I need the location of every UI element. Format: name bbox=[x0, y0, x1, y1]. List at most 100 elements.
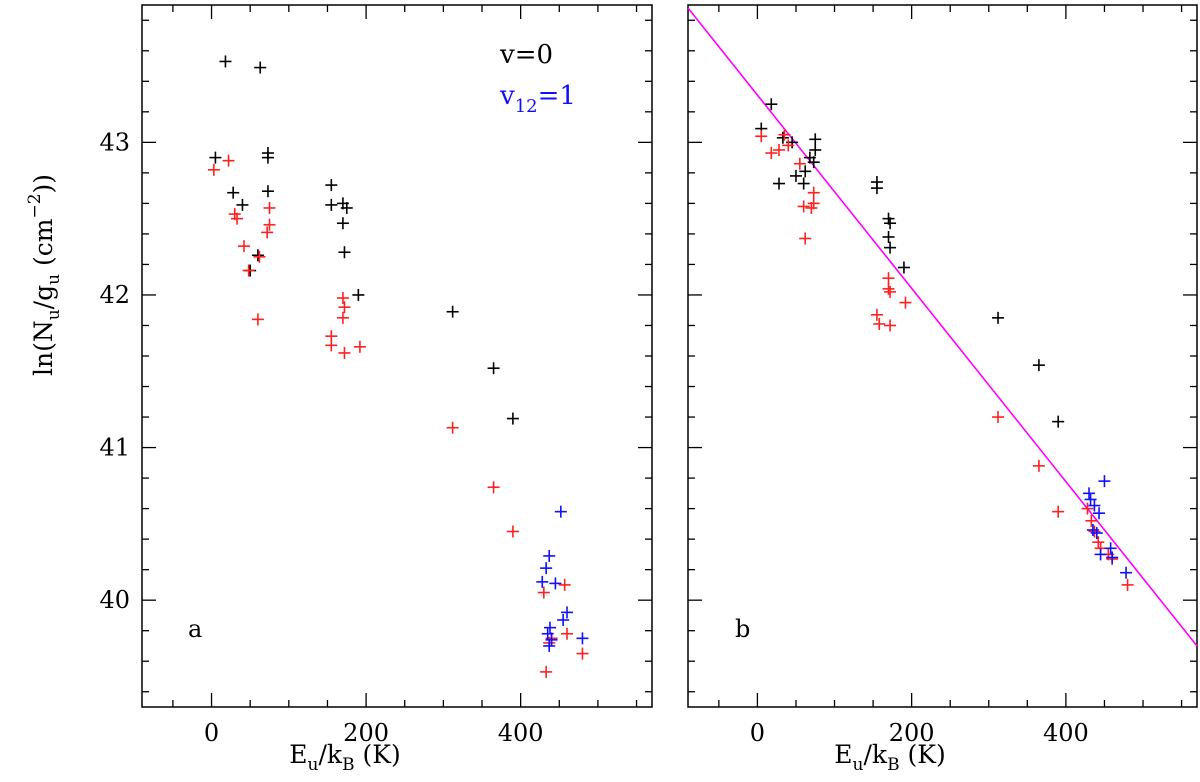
data-point bbox=[765, 98, 778, 111]
data-point bbox=[242, 264, 255, 277]
data-point bbox=[1085, 514, 1098, 527]
data-point bbox=[1088, 499, 1101, 512]
data-point bbox=[765, 147, 778, 160]
data-point bbox=[251, 313, 264, 326]
data-point bbox=[1098, 475, 1111, 488]
data-point bbox=[1083, 487, 1096, 500]
data-point bbox=[873, 317, 886, 330]
data-point bbox=[536, 575, 549, 588]
x-tick-label: 200 bbox=[889, 719, 935, 747]
data-point bbox=[544, 621, 556, 634]
data-point bbox=[207, 163, 220, 176]
data-point bbox=[884, 285, 897, 298]
data-point bbox=[487, 481, 500, 494]
data-point bbox=[353, 340, 366, 353]
data-point bbox=[540, 665, 553, 678]
data-point bbox=[557, 614, 570, 627]
legend-v12: v12=1 bbox=[499, 81, 576, 117]
x-axis-label-b: Eu/kB (K) bbox=[834, 740, 945, 775]
data-point bbox=[1120, 566, 1133, 579]
data-point bbox=[882, 282, 895, 295]
y-tick-label: 43 bbox=[99, 128, 130, 156]
data-point bbox=[251, 249, 264, 262]
data-point bbox=[870, 182, 883, 195]
data-point bbox=[884, 217, 897, 230]
data-point bbox=[352, 288, 365, 301]
data-point bbox=[487, 362, 500, 375]
data-point bbox=[537, 586, 550, 599]
data-point bbox=[336, 311, 349, 324]
data-point bbox=[336, 292, 349, 305]
data-point bbox=[882, 230, 895, 243]
fit-line bbox=[687, 7, 1198, 647]
data-point bbox=[797, 177, 810, 190]
data-point bbox=[1104, 542, 1117, 555]
data-point bbox=[884, 319, 897, 332]
data-point bbox=[799, 165, 812, 178]
data-point bbox=[263, 218, 276, 231]
data-point bbox=[1088, 525, 1101, 538]
data-point bbox=[1090, 527, 1103, 540]
data-point bbox=[506, 525, 519, 538]
data-point bbox=[543, 549, 556, 562]
data-point bbox=[793, 157, 806, 170]
data-point bbox=[755, 130, 768, 143]
data-point bbox=[1093, 507, 1106, 520]
data-point bbox=[1094, 548, 1107, 561]
data-point bbox=[773, 143, 786, 156]
data-point bbox=[992, 311, 1005, 324]
data-point bbox=[773, 177, 786, 190]
data-point bbox=[776, 131, 789, 144]
data-point bbox=[254, 61, 267, 74]
data-point bbox=[1081, 502, 1094, 515]
data-point bbox=[261, 151, 274, 164]
data-point bbox=[870, 308, 883, 321]
plot-frame bbox=[687, 4, 1198, 708]
data-point bbox=[778, 128, 791, 141]
data-point bbox=[263, 201, 276, 214]
data-point bbox=[1084, 493, 1097, 506]
data-point bbox=[992, 411, 1005, 424]
x-tick-label: 0 bbox=[750, 719, 765, 747]
data-point bbox=[543, 639, 556, 652]
data-point bbox=[338, 346, 351, 359]
panel-label-b: b bbox=[735, 615, 750, 643]
y-axis-label: ln(Nu/gu (cm−2)) bbox=[25, 174, 64, 376]
x-tick-label: 400 bbox=[498, 719, 544, 747]
data-point bbox=[253, 250, 266, 263]
data-point bbox=[446, 305, 459, 318]
data-point bbox=[797, 200, 810, 213]
data-point bbox=[261, 185, 274, 198]
data-point bbox=[209, 151, 222, 164]
y-tick-label: 42 bbox=[99, 281, 130, 309]
data-point bbox=[446, 421, 459, 434]
x-tick-label: 400 bbox=[1043, 719, 1089, 747]
data-point bbox=[809, 133, 822, 146]
data-point bbox=[1052, 505, 1065, 518]
data-point bbox=[558, 578, 571, 591]
data-point bbox=[805, 201, 818, 214]
data-point bbox=[576, 632, 589, 645]
data-point bbox=[807, 156, 820, 169]
data-point bbox=[227, 186, 240, 199]
data-point bbox=[506, 412, 519, 425]
x-axis-label-a: Eu/kB (K) bbox=[289, 740, 400, 775]
data-point bbox=[236, 198, 249, 211]
data-point bbox=[882, 272, 895, 285]
data-point bbox=[897, 261, 910, 274]
data-point bbox=[325, 179, 338, 192]
data-point bbox=[899, 296, 912, 309]
data-point bbox=[336, 217, 349, 230]
data-point bbox=[340, 201, 353, 214]
data-point bbox=[222, 154, 235, 167]
data-point bbox=[1092, 536, 1105, 549]
data-point bbox=[799, 232, 812, 245]
data-point bbox=[1032, 459, 1045, 472]
data-point bbox=[325, 198, 338, 211]
data-point bbox=[541, 627, 554, 640]
data-point bbox=[325, 339, 338, 352]
data-point bbox=[782, 139, 795, 152]
data-point bbox=[1032, 359, 1045, 372]
data-point bbox=[219, 55, 232, 68]
